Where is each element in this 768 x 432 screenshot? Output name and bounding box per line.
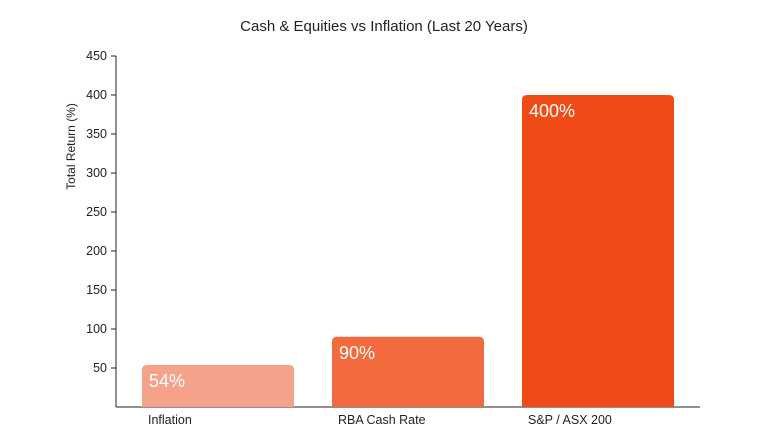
x-category-label: Inflation	[148, 413, 192, 427]
bar-data-label: 90%	[339, 343, 375, 363]
y-axis-label: Total Return (%)	[64, 103, 78, 190]
bar	[522, 95, 674, 407]
x-category-label: S&P / ASX 200	[528, 413, 612, 427]
y-tick-label: 150	[86, 283, 107, 297]
y-tick-label: 200	[86, 244, 107, 258]
bar-data-label: 400%	[529, 101, 575, 121]
y-tick-label: 300	[86, 166, 107, 180]
y-tick-label: 100	[86, 322, 107, 336]
bar	[142, 364, 294, 407]
y-tick-label: 400	[86, 88, 107, 102]
axes: 50 100 150 200 250 300 350 400 450 Total Return (…	[64, 49, 700, 408]
bar-group: 90% RBA Cash Rate	[332, 336, 484, 427]
bar-group: 54% Inflation	[142, 364, 294, 427]
y-tick-label: 350	[86, 127, 107, 141]
y-tick-label: 50	[93, 361, 107, 375]
y-tick-label: 250	[86, 205, 107, 219]
chart-title: Cash & Equities vs Inflation (Last 20 Ye…	[240, 18, 528, 35]
bar-data-label: 54%	[149, 371, 185, 391]
bars: 54% Inflation 90% RBA Cash Rate 400% S&P / AS…	[142, 95, 674, 427]
x-category-label: RBA Cash Rate	[338, 413, 426, 427]
bar	[332, 336, 484, 407]
y-tick-label: 450	[86, 49, 107, 63]
bar-group: 400% S&P / ASX 200	[522, 95, 674, 427]
